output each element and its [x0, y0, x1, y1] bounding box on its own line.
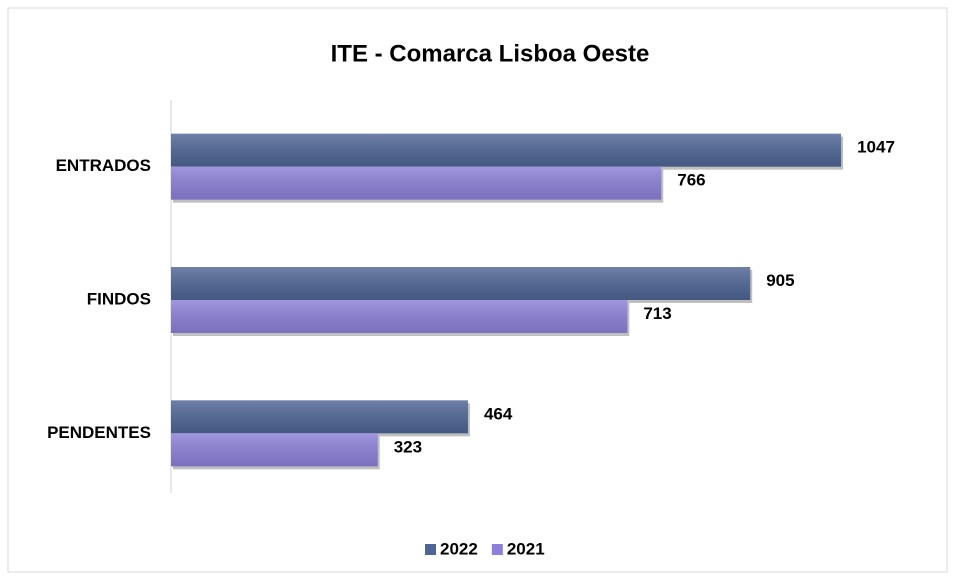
data-label: 713 [643, 304, 671, 323]
data-label: 766 [677, 171, 705, 190]
bar-shade [171, 166, 662, 200]
data-label: 464 [484, 404, 513, 423]
y-tick-label: PENDENTES [47, 423, 151, 442]
data-label: 323 [394, 437, 422, 456]
bar-shade [171, 400, 468, 434]
legend-swatch [491, 544, 503, 555]
data-label: 905 [766, 271, 794, 290]
legend-swatch [425, 544, 436, 555]
legend-label: 2021 [507, 539, 545, 558]
bar-shade [171, 267, 751, 300]
bar-shade [171, 133, 842, 167]
y-tick-label: ENTRADOS [56, 156, 151, 175]
legend-label: 2022 [440, 539, 478, 558]
bar-shade [171, 300, 628, 333]
y-tick-label: FINDOS [87, 289, 151, 308]
chart-title: ITE - Comarca Lisboa Oeste [331, 40, 650, 67]
bar-shade [171, 433, 378, 467]
data-label: 1047 [857, 138, 895, 157]
